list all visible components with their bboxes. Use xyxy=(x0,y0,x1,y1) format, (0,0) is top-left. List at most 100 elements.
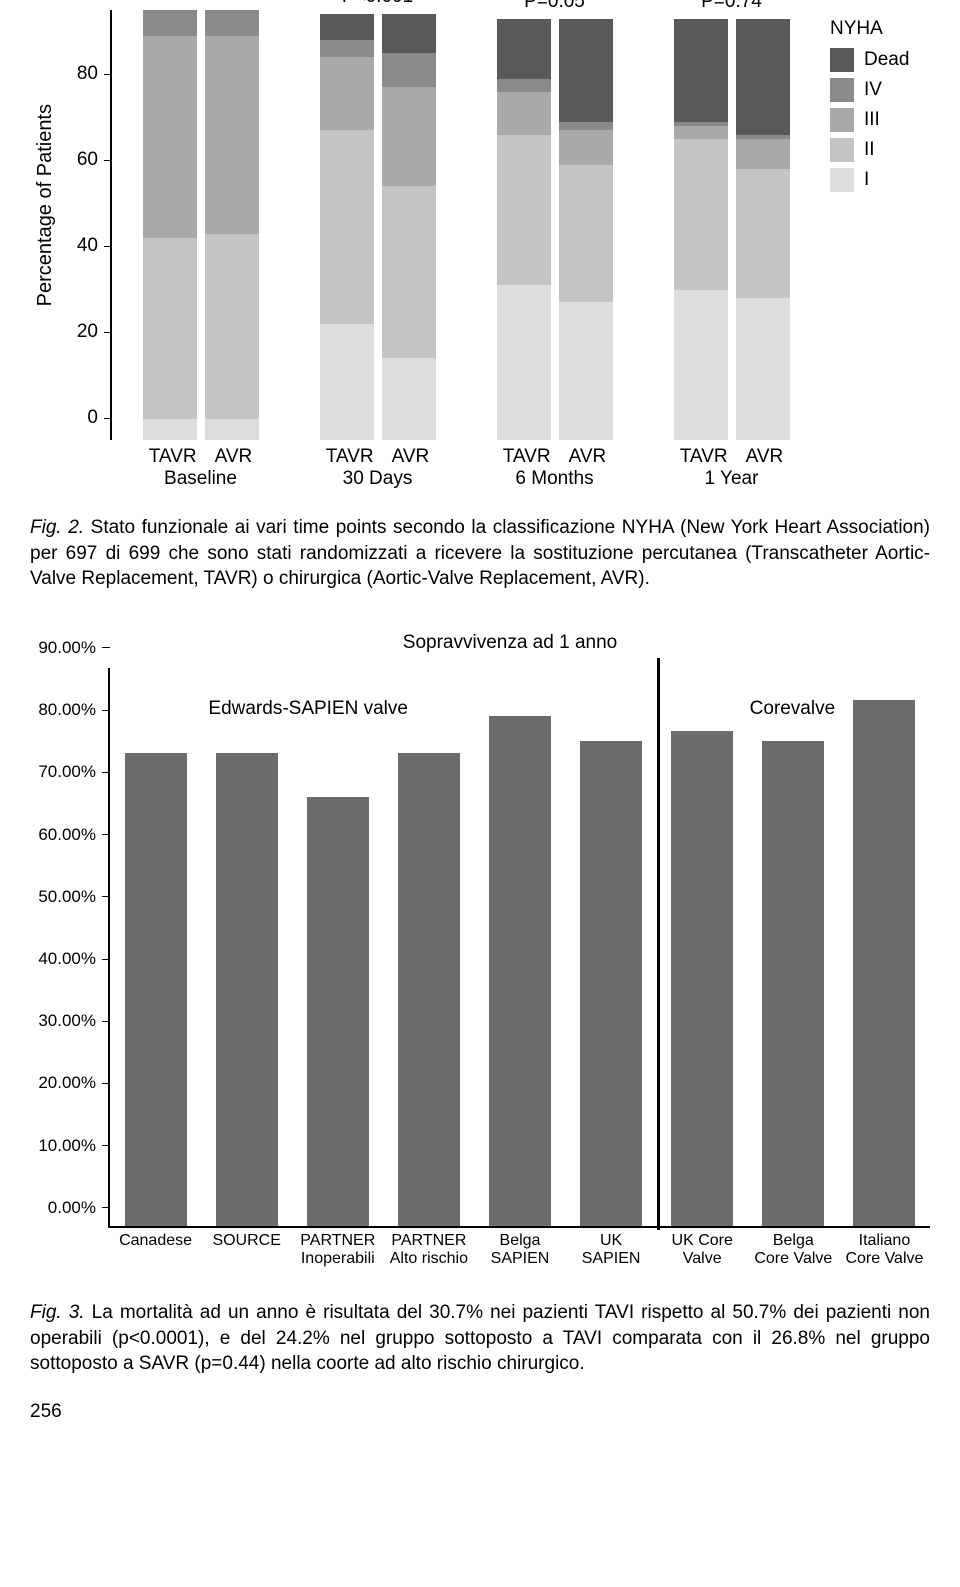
chart1-segment-i xyxy=(497,285,551,440)
chart1-x-label: TAVRAVR30 Days xyxy=(300,440,456,490)
chart2-ytick: 80.00% xyxy=(38,700,110,720)
legend-swatch xyxy=(830,138,854,162)
chart1-ytick: 0 xyxy=(87,407,112,429)
chart2-divider xyxy=(657,658,660,1230)
chart1-segment-iv xyxy=(382,53,436,87)
chart2-ytick: 60.00% xyxy=(38,825,110,845)
chart1-segment-iv xyxy=(320,40,374,57)
chart2-bar-wrap: PARTNERAlto rischio xyxy=(388,753,470,1226)
chart1-segment-iv xyxy=(559,122,613,131)
chart1-stacked-bar xyxy=(674,19,728,440)
legend-item-ii: II xyxy=(830,138,930,162)
chart2-bar xyxy=(125,753,187,1226)
chart1-segment-ii xyxy=(382,186,436,358)
chart2-x-label: SOURCE xyxy=(197,1226,295,1250)
chart1-segment-dead xyxy=(736,19,790,135)
chart1-segment-iii xyxy=(382,87,436,186)
chart2-bar-wrap: BelgaSAPIEN xyxy=(479,716,561,1226)
figure3-caption: Fig. 3. La mortalità ad un anno è risult… xyxy=(30,1300,930,1377)
chart1-segment-ii xyxy=(320,130,374,324)
chart2-bar-wrap: UK CoreValve xyxy=(661,731,743,1226)
legend-label: IV xyxy=(864,79,882,101)
chart1-segment-iii xyxy=(205,36,259,234)
chart1-segment-dead xyxy=(382,14,436,53)
chart1-stacked-bar xyxy=(736,19,790,440)
chart2-bar-wrap: UKSAPIEN xyxy=(570,741,652,1226)
chart1-stacked-bar xyxy=(382,14,436,440)
legend-swatch xyxy=(830,108,854,132)
legend-swatch xyxy=(830,78,854,102)
figure2-label: Fig. 2. xyxy=(30,517,84,538)
chart1-segment-iv xyxy=(205,10,259,36)
chart1-segment-dead xyxy=(320,14,374,40)
chart1-stacked-bar xyxy=(320,14,374,440)
legend-swatch xyxy=(830,48,854,72)
legend-item-iii: III xyxy=(830,108,930,132)
legend-title: NYHA xyxy=(830,18,930,40)
chart2-ytick: 20.00% xyxy=(38,1073,110,1093)
legend-label: I xyxy=(864,169,869,191)
chart2-bar-wrap: Canadese xyxy=(115,753,197,1226)
chart1-segment-ii xyxy=(674,139,728,290)
chart1-segment-ii xyxy=(143,238,197,419)
chart1-segment-dead xyxy=(497,19,551,79)
chart2-bar xyxy=(307,797,369,1226)
chart1-segment-ii xyxy=(559,165,613,303)
chart1-plot-area: P=1.00TAVRAVRBaselineP<0.001TAVRAVR30 Da… xyxy=(112,10,930,440)
chart1-pvalue: P=0.05 xyxy=(524,0,585,13)
legend-swatch xyxy=(830,168,854,192)
chart1-ytick: 80 xyxy=(77,63,112,85)
chart1-segment-iii xyxy=(674,126,728,139)
chart2-ytick: 30.00% xyxy=(38,1011,110,1031)
figure2-caption: Fig. 2. Stato funzionale ai vari time po… xyxy=(30,515,930,592)
chart1-segment-i xyxy=(382,358,436,440)
chart1-segment-i xyxy=(320,324,374,440)
chart1-x-label: TAVRAVRBaseline xyxy=(123,440,279,490)
chart1-stacked-bar xyxy=(205,10,259,440)
chart2-group-label-left: Edwards-SAPIEN valve xyxy=(208,698,408,720)
legend-label: III xyxy=(864,109,880,131)
nyha-stacked-bar-chart: Percentage of Patients 020406080100 P=1.… xyxy=(30,10,930,495)
chart2-x-label: ItalianoCore Valve xyxy=(835,1226,933,1269)
chart2-x-label: PARTNERInoperabili xyxy=(289,1226,387,1269)
chart2-bar-wrap: SOURCE xyxy=(206,753,288,1226)
chart1-pvalue: P<0.001 xyxy=(342,0,413,8)
chart1-segment-iv xyxy=(497,79,551,92)
chart1-segment-i xyxy=(205,419,259,441)
chart2-x-label: BelgaSAPIEN xyxy=(471,1226,569,1269)
chart1-y-axis: 020406080100 xyxy=(57,10,112,440)
chart1-pvalue: P=1.00 xyxy=(170,0,231,4)
chart1-stacked-bar xyxy=(559,19,613,440)
chart2-ytick: 10.00% xyxy=(38,1136,110,1156)
chart2-plot-area: CanadeseSOURCEPARTNERInoperabiliPARTNERA… xyxy=(110,668,930,1228)
chart2-ytick: 70.00% xyxy=(38,762,110,782)
chart1-group: P=0.05TAVRAVR6 Months xyxy=(477,19,633,440)
chart2-ytick: 0.00% xyxy=(48,1198,110,1218)
chart1-segment-iii xyxy=(143,36,197,238)
chart1-segment-dead xyxy=(559,19,613,122)
legend-label: Dead xyxy=(864,49,909,71)
chart1-segment-iii xyxy=(320,57,374,130)
chart1-legend: NYHA DeadIVIIIIII xyxy=(830,18,930,198)
chart2-x-label: UKSAPIEN xyxy=(562,1226,660,1269)
chart1-y-axis-label: Percentage of Patients xyxy=(30,104,57,306)
chart1-stacked-bar xyxy=(497,19,551,440)
chart1-segment-ii xyxy=(736,169,790,298)
chart2-x-label: Canadese xyxy=(106,1226,204,1250)
chart1-x-label: TAVRAVR6 Months xyxy=(477,440,633,490)
chart1-segment-dead xyxy=(674,19,728,122)
chart2-bar xyxy=(216,753,278,1226)
chart1-segment-iii xyxy=(497,92,551,135)
chart2-bar xyxy=(580,741,642,1226)
chart2-ytick: 40.00% xyxy=(38,949,110,969)
chart1-segment-i xyxy=(674,290,728,441)
chart1-segment-i xyxy=(143,419,197,441)
chart2-bar xyxy=(762,741,824,1226)
legend-item-dead: Dead xyxy=(830,48,930,72)
survival-bar-chart: Sopravvivenza ad 1 anno 0.00%10.00%20.00… xyxy=(30,632,930,1276)
legend-item-iv: IV xyxy=(830,78,930,102)
chart1-segment-iv xyxy=(143,10,197,36)
chart2-group-label-right: Corevalve xyxy=(750,698,836,720)
chart2-bar xyxy=(853,700,915,1226)
chart1-segment-iii xyxy=(559,130,613,164)
